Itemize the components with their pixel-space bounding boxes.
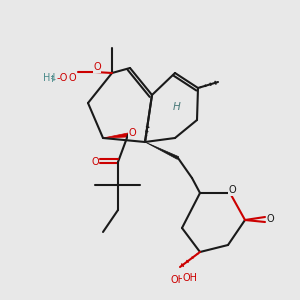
Text: O: O <box>91 157 99 167</box>
Text: -O: -O <box>57 73 68 83</box>
Polygon shape <box>145 142 179 159</box>
Text: O: O <box>266 214 274 224</box>
Text: -: - <box>61 73 65 83</box>
Text: O: O <box>91 157 99 167</box>
Text: O: O <box>228 185 236 195</box>
Text: H: H <box>48 73 56 83</box>
Text: H-O: H-O <box>46 76 64 85</box>
Text: O: O <box>93 62 101 72</box>
Text: H: H <box>174 102 182 112</box>
Text: OH: OH <box>170 275 185 285</box>
Text: OH: OH <box>182 273 197 283</box>
Text: H: H <box>173 102 181 112</box>
Text: O: O <box>266 214 274 224</box>
Text: H: H <box>43 73 51 83</box>
Text: O: O <box>128 128 136 138</box>
Text: O: O <box>228 185 236 195</box>
Text: O: O <box>128 128 136 138</box>
Text: O: O <box>93 62 101 72</box>
Polygon shape <box>103 133 128 138</box>
Text: O: O <box>68 73 76 83</box>
